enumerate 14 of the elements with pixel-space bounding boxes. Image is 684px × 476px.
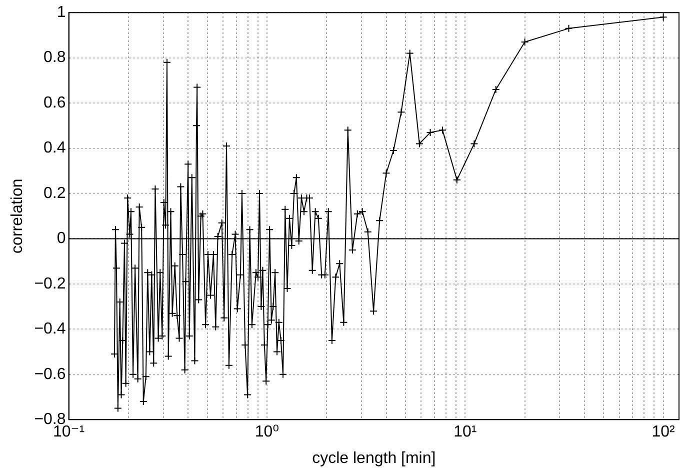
y-axis-title: correlation <box>9 178 26 254</box>
y-tick-label: −0.2 <box>34 275 66 292</box>
y-tick-label: 0.2 <box>44 184 66 202</box>
x-tick-label: 10² <box>652 424 676 441</box>
y-tick-label: −0.6 <box>34 366 66 383</box>
y-tick-label: −0.4 <box>34 320 66 338</box>
y-tick-label: 0.4 <box>44 140 66 157</box>
y-tick-label: 0.8 <box>44 49 66 66</box>
x-tick-label: 10¹ <box>454 424 477 441</box>
y-tick-label: 0 <box>56 230 66 248</box>
x-tick-label: 10⁰ <box>254 424 280 441</box>
y-tick-label: 0.6 <box>44 94 66 112</box>
y-tick-label: 1 <box>56 4 66 22</box>
x-axis-title: cycle length [min] <box>312 450 436 467</box>
